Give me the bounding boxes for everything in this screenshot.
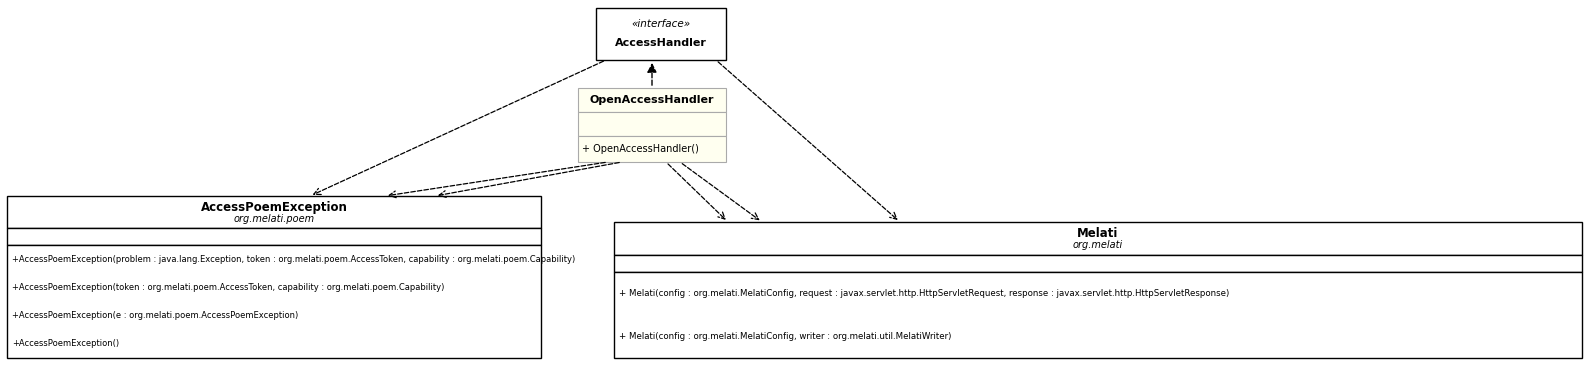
Text: OpenAccessHandler: OpenAccessHandler xyxy=(590,95,713,105)
Text: AccessPoemException: AccessPoemException xyxy=(200,200,348,213)
Bar xyxy=(6,196,540,228)
Text: +AccessPoemException(token : org.melati.poem.AccessToken, capability : org.melat: +AccessPoemException(token : org.melati.… xyxy=(13,283,445,292)
Bar xyxy=(613,255,1583,272)
Text: +AccessPoemException(): +AccessPoemException() xyxy=(13,339,119,348)
Text: AccessHandler: AccessHandler xyxy=(615,38,707,48)
Bar xyxy=(578,136,726,162)
Bar xyxy=(596,8,726,60)
Bar xyxy=(578,112,726,136)
Bar xyxy=(6,228,540,245)
Text: + Melati(config : org.melati.MelatiConfig, writer : org.melati.util.MelatiWriter: + Melati(config : org.melati.MelatiConfi… xyxy=(620,332,952,341)
Bar xyxy=(613,272,1583,358)
Bar xyxy=(578,88,726,112)
Bar xyxy=(613,222,1583,255)
Text: Melati: Melati xyxy=(1077,227,1119,240)
Bar xyxy=(6,245,540,358)
Text: org.melati: org.melati xyxy=(1073,240,1123,250)
Text: +AccessPoemException(e : org.melati.poem.AccessPoemException): +AccessPoemException(e : org.melati.poem… xyxy=(13,311,299,320)
Text: + OpenAccessHandler(): + OpenAccessHandler() xyxy=(582,144,699,154)
Text: +AccessPoemException(problem : java.lang.Exception, token : org.melati.poem.Acce: +AccessPoemException(problem : java.lang… xyxy=(13,255,575,264)
Text: + Melati(config : org.melati.MelatiConfig, request : javax.servlet.http.HttpServ: + Melati(config : org.melati.MelatiConfi… xyxy=(620,289,1230,298)
Text: «interface»: «interface» xyxy=(631,19,691,29)
Text: org.melati.poem: org.melati.poem xyxy=(234,214,315,224)
